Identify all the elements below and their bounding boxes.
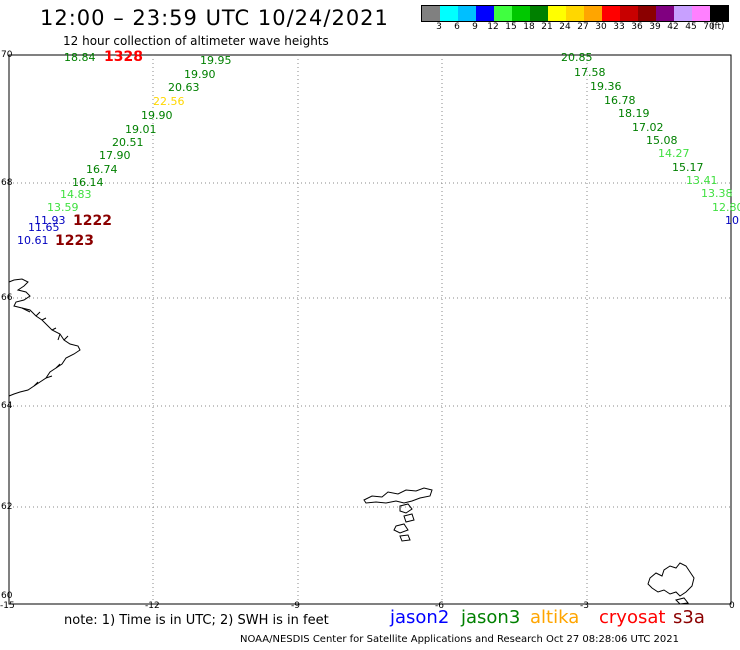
satellite-s3a: s3a [673,607,705,628]
wave-height-label: 11.65 [28,221,60,234]
lon-label-minus12: -12 [145,601,160,611]
wave-height-label: 17.02 [632,121,664,134]
wave-height-label: 11.93 [34,214,66,227]
lat-label-70: 70 [1,50,13,60]
legend-swatches [421,5,729,22]
wave-height-label: 18.19 [618,107,650,120]
footer-credit: NOAA/NESDIS Center for Satellite Applica… [240,634,679,645]
wave-height-label: 17.90 [99,149,131,162]
map-frame [8,54,732,605]
wave-height-label: 19.90 [141,109,173,122]
satellite-jason3: jason3 [461,607,521,628]
lon-label-minus6: -6 [435,601,444,611]
wave-height-label: 10.61 [17,234,49,247]
satellite-jason2: jason2 [390,607,450,628]
map-title: 12:00 – 23:59 UTC 10/24/2021 [40,6,389,30]
legend-label: 42 [667,22,679,32]
wave-height-label: 19.95 [200,54,232,67]
legend-label: 12 [487,22,499,32]
legend-label: 33 [613,22,625,32]
shetland-islands [647,562,695,605]
iceland-coastline [8,278,81,397]
legend-swatch [656,6,674,21]
legend-label: 45 [685,22,697,32]
iceland-fjords [21,307,69,387]
legend-label: 6 [454,22,460,32]
graticule [9,55,731,604]
lat-label-68: 68 [1,178,13,188]
legend-swatch [512,6,530,21]
wave-height-label: 18.84 [64,51,96,64]
wave-height-label: 14.83 [60,188,92,201]
lon-label-minus3: -3 [580,601,589,611]
legend-label: 30 [595,22,607,32]
pass-time-label: 1223 [55,233,94,249]
legend-swatch [476,6,494,21]
wave-height-label: 13.41 [686,174,718,187]
legend-labels: 3 6 9 12 15 18 21 24 27 30 33 36 39 42 45 70 [421,22,740,34]
legend-swatch [440,6,458,21]
wave-height-label: 13.59 [47,201,79,214]
wave-height-label: 19.36 [590,80,622,93]
wave-height-label: 15.17 [672,161,704,174]
legend-swatch [422,6,440,21]
satellite-altika: altika [530,607,580,628]
satellite-cryosat: cryosat [599,607,666,628]
wave-height-label: 12.80 [712,201,740,214]
legend-swatch [494,6,512,21]
legend-unit: (ft) [711,22,725,32]
wave-height-label: 22.56 [153,95,185,108]
wave-height-label: 20.51 [112,136,144,149]
note-text: note: 1) Time is in UTC; 2) SWH is in fe… [64,613,329,628]
lon-label-minus15: -15 [0,601,15,611]
color-legend: 3 6 9 12 15 18 21 24 27 30 33 36 39 42 45 70 (ft) [421,5,731,39]
legend-swatch [566,6,584,21]
legend-swatch [638,6,656,21]
lat-label-64: 64 [1,401,13,411]
legend-swatch [692,6,710,21]
legend-label: 36 [631,22,643,32]
legend-swatch [530,6,548,21]
wave-height-label: 15.08 [646,134,678,147]
wave-height-label: 19.90 [184,68,216,81]
pass-time-label: 1222 [73,213,112,229]
wave-height-label: 17.58 [574,66,606,79]
wave-height-label: 13.38 [701,187,733,200]
legend-label: 9 [472,22,478,32]
lon-label-minus9: -9 [291,601,300,611]
legend-label: 70 [703,22,715,32]
legend-swatch [710,6,728,21]
legend-swatch [674,6,692,21]
wave-height-label: 20.85 [561,51,593,64]
legend-swatch [602,6,620,21]
wave-height-label: 20.63 [168,81,200,94]
legend-swatch [620,6,638,21]
wave-height-label: 16.14 [72,176,104,189]
lat-label-60: 60 [1,591,13,601]
legend-label: 39 [649,22,661,32]
legend-label: 21 [541,22,553,32]
legend-swatch [584,6,602,21]
legend-label: 15 [505,22,517,32]
lon-label-0: 0 [729,601,735,611]
legend-label: 18 [523,22,535,32]
wave-height-label: 16.74 [86,163,118,176]
wave-height-label: 14.27 [658,147,690,160]
legend-swatch [458,6,476,21]
pass-time-label: 1328 [104,49,143,65]
lat-label-62: 62 [1,502,13,512]
wave-height-label: 10. [725,215,740,226]
wave-height-label: 16.78 [604,94,636,107]
legend-label: 27 [577,22,589,32]
lat-label-66: 66 [1,293,13,303]
legend-swatch [548,6,566,21]
wave-height-label: 19.01 [125,123,157,136]
map-subtitle: 12 hour collection of altimeter wave hei… [63,34,329,48]
faroe-islands [363,487,433,542]
legend-label: 3 [436,22,442,32]
legend-label: 24 [559,22,571,32]
